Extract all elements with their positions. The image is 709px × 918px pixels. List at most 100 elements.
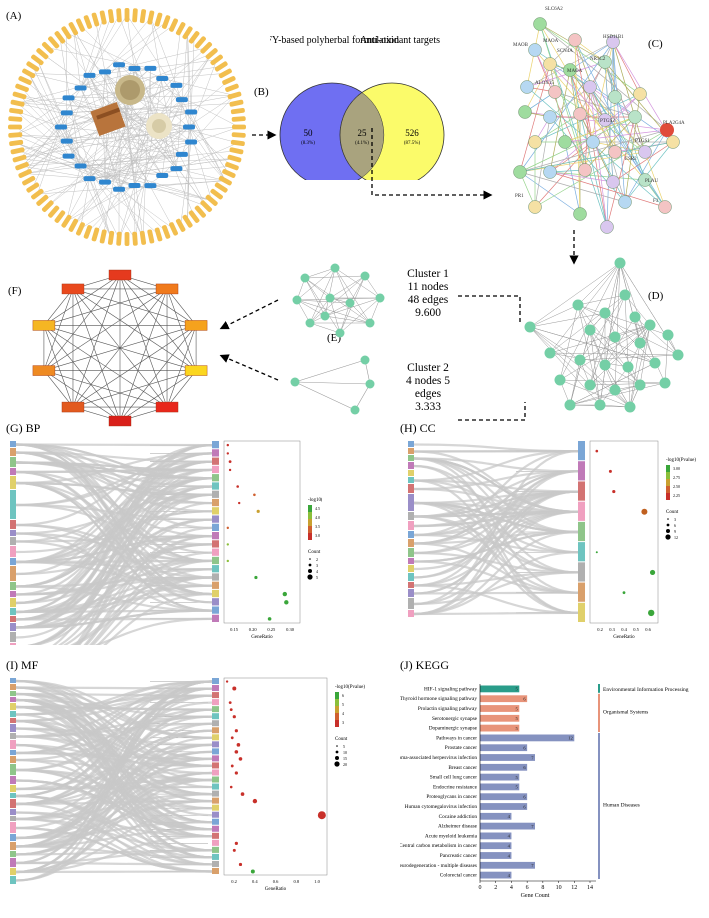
sankey-gene-block (10, 834, 16, 841)
ppi-node (521, 81, 534, 94)
sankey-gene-block (10, 468, 16, 475)
sankey-term-block (212, 854, 219, 860)
dotplot-xtick: 0.2 (231, 879, 237, 884)
legend-color-bar (666, 479, 670, 486)
cluster1-node (361, 272, 370, 281)
dotplot-point (226, 680, 228, 682)
sankey-term-block (212, 798, 219, 804)
dotplot-xtick: 0.25 (267, 627, 276, 632)
ppi-node-label: PR1 (515, 194, 524, 199)
dotplot-xtick: 0.30 (286, 627, 295, 632)
dotplot-frame (224, 441, 300, 623)
target-node (125, 232, 130, 246)
ppi-node (514, 166, 527, 179)
dotplot-xtick: 0.4 (252, 879, 258, 884)
sankey-term-block (578, 461, 585, 480)
cluster2-node (351, 406, 360, 415)
target-node (161, 225, 170, 240)
ppi-node-label: HSD11B1 (603, 35, 624, 40)
sankey-gene-block (10, 876, 16, 884)
sankey-gene-block (10, 703, 16, 710)
sankey-term-block (212, 748, 219, 754)
dotplot-xtick: 0.5 (633, 627, 639, 632)
dotplot-point (231, 765, 234, 768)
cluster1-node (306, 319, 315, 328)
cluster1-node (366, 319, 375, 328)
dotplot-point (233, 849, 236, 852)
sankey-gene-block (10, 851, 16, 857)
hub-gene-node (109, 416, 131, 426)
sankey-term-block (578, 562, 585, 581)
kegg-category-label: Breast cancer (448, 765, 477, 771)
compound-node (75, 85, 87, 90)
dotplot-point (229, 701, 232, 704)
kegg-category-label: Alzheimer disease (438, 824, 478, 830)
kegg-category-label: Pathways of neurodegeneration - multiple… (400, 862, 477, 869)
compound-node (176, 152, 188, 157)
kegg-bar (480, 735, 574, 742)
legend-color-bar (335, 692, 339, 699)
compound-node (75, 164, 87, 169)
target-node (15, 83, 30, 92)
sankey-gene-block (10, 457, 16, 467)
legend-count-label: 3 (674, 517, 676, 522)
sankey-term-block (212, 713, 219, 719)
dotplot-frame (590, 441, 658, 623)
kegg-category-label: HIF-1 signaling pathway (424, 686, 477, 692)
venn-mid-pct: (4.1%) (355, 141, 369, 146)
ppi-node (634, 88, 647, 101)
target-node (10, 147, 25, 155)
sankey-gene-block (408, 558, 414, 564)
sankey-gene-block (10, 582, 16, 590)
ppi-node (574, 108, 587, 121)
ppi-node-label: MAOA (543, 39, 559, 44)
target-node (83, 225, 92, 240)
dotplot-point (612, 490, 615, 493)
legend-color-bar (666, 493, 670, 500)
sankey-gene-block (10, 733, 16, 739)
cluster1-info: Cluster 1 11 nodes 48 edges 9.600 (393, 268, 463, 320)
target-node (227, 91, 242, 100)
target-node (147, 10, 155, 25)
dotplot-xlabel: GeneRatio (613, 635, 635, 640)
panel-label-i: (I) MF (6, 658, 38, 673)
ppi-node (574, 208, 587, 221)
sankey-gene-block (408, 539, 414, 547)
kegg-x-tick: 4 (510, 885, 513, 891)
ppi-node (519, 106, 532, 119)
cluster-node (645, 320, 656, 331)
legend-count-dot (336, 751, 339, 754)
cluster-node (635, 338, 646, 349)
sankey-term-block (212, 685, 219, 691)
target-node (231, 108, 246, 115)
ppi-node (544, 58, 557, 71)
sankey-term-block (212, 507, 219, 514)
target-node (154, 12, 163, 27)
sankey-gene-block (10, 448, 16, 456)
legend-count-title: Count (335, 737, 348, 742)
sankey-gene-block (10, 740, 16, 749)
target-node (91, 12, 100, 27)
ppi-node-label: SLC6A2 (545, 7, 563, 12)
sankey-gene-block (10, 616, 16, 622)
sankey-term-block (212, 482, 219, 489)
cluster-node (650, 358, 661, 369)
legend-color-bar (335, 699, 339, 706)
dotplot-point (227, 543, 229, 545)
sankey-gene-block (10, 632, 16, 642)
sankey-term-block (212, 449, 219, 456)
sankey-gene-block (10, 793, 16, 798)
legend-tick: 6 (342, 693, 344, 698)
venn-right-title: Anti-oxidant targets (360, 35, 440, 46)
dotplot-point (648, 610, 654, 616)
legend-count-label: 4 (316, 569, 318, 574)
legend-count-dot (307, 574, 312, 579)
cluster-node (610, 385, 621, 396)
dotplot-point (268, 617, 272, 621)
legend-count-label: 2 (316, 557, 318, 562)
target-node (227, 154, 242, 163)
kegg-category-label: Human cytomegalovirus infection (405, 803, 478, 810)
dotplot-point (236, 485, 239, 488)
